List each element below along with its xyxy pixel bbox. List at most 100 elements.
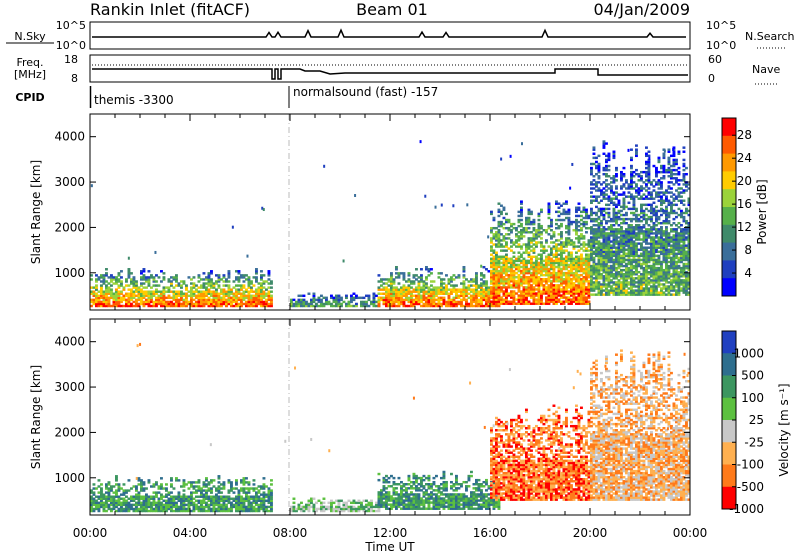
data-cell — [622, 264, 626, 268]
data-cell — [677, 266, 681, 270]
data-cell — [140, 481, 143, 484]
data-cell — [175, 304, 178, 308]
data-cell — [552, 267, 556, 271]
data-cell — [305, 304, 308, 308]
data-cell — [627, 226, 631, 229]
data-cell — [517, 210, 521, 214]
data-cell — [652, 197, 656, 200]
data-cell — [212, 302, 216, 306]
data-cell — [497, 243, 501, 246]
data-cell — [92, 483, 96, 486]
data-cell — [672, 240, 676, 243]
data-cell — [640, 232, 643, 235]
data-cell — [415, 286, 418, 289]
data-cell — [490, 265, 493, 269]
data-cell — [635, 224, 638, 227]
data-cell — [132, 300, 136, 304]
data-cell — [492, 284, 496, 287]
data-cell — [660, 264, 663, 268]
data-cell — [137, 507, 141, 511]
data-cell — [655, 270, 658, 274]
data-cell — [525, 263, 528, 267]
data-cell — [650, 256, 653, 260]
data-cell — [425, 290, 428, 293]
data-cell — [487, 288, 491, 291]
data-cell — [577, 269, 581, 273]
data-cell — [635, 172, 638, 176]
data-cell — [622, 238, 626, 241]
data-cell — [517, 220, 521, 224]
data-cell — [97, 495, 101, 498]
colorbar-swatch — [722, 278, 736, 297]
data-cell — [260, 284, 263, 287]
data-cell — [532, 243, 536, 246]
data-cell — [585, 275, 588, 279]
data-cell — [110, 274, 113, 277]
data-cell — [217, 294, 221, 298]
data-cell — [147, 292, 151, 295]
data-cell — [505, 290, 508, 293]
data-cell — [560, 245, 563, 248]
data-cell — [412, 300, 416, 304]
data-cell — [660, 252, 663, 256]
data-cell — [612, 260, 616, 264]
data-cell — [260, 290, 263, 293]
data-cell — [397, 296, 401, 300]
data-cell — [595, 293, 598, 296]
data-cell — [585, 222, 588, 226]
data-cell — [482, 288, 486, 291]
data-cell — [630, 266, 633, 270]
data-cell — [515, 280, 518, 283]
data-cell — [595, 248, 598, 251]
data-cell — [625, 262, 628, 266]
data-cell — [235, 300, 238, 304]
data-cell — [175, 290, 178, 293]
data-cell — [520, 233, 523, 236]
data-cell — [225, 290, 228, 293]
data-cell — [580, 253, 583, 256]
data-cell — [480, 274, 483, 277]
data-cell — [240, 304, 243, 308]
data-cell — [630, 293, 633, 296]
data-cell — [407, 274, 411, 277]
data-cell — [585, 208, 588, 212]
data-cell — [172, 290, 176, 293]
data-cell — [495, 237, 498, 240]
data-cell — [652, 209, 656, 213]
data-cell — [642, 246, 646, 249]
data-cell — [397, 282, 401, 285]
data-cell — [110, 495, 113, 498]
data-cell — [662, 211, 666, 215]
data-cell — [262, 208, 265, 212]
data-cell — [202, 294, 206, 298]
data-cell — [140, 288, 143, 291]
data-cell — [537, 265, 541, 269]
data-cell — [675, 277, 678, 280]
data-cell — [585, 253, 588, 256]
data-cell — [552, 253, 556, 256]
data-cell — [145, 497, 148, 500]
data-cell — [567, 280, 571, 283]
cpid-panel: CPID themis -3300 normalsound (fast) -15… — [15, 85, 438, 108]
data-cell — [107, 487, 111, 490]
data-cell — [487, 302, 491, 306]
data-cell — [397, 300, 401, 304]
data-cell — [625, 281, 628, 284]
data-cell — [242, 302, 246, 306]
data-cell — [142, 302, 146, 306]
data-cell — [252, 300, 256, 304]
data-cell — [670, 262, 673, 266]
data-cell — [637, 191, 641, 194]
data-cell — [232, 298, 236, 302]
data-cell — [180, 290, 183, 293]
data-cell — [610, 250, 613, 254]
data-cell — [290, 298, 293, 302]
data-cell — [617, 262, 621, 266]
data-cell — [115, 280, 118, 283]
data-cell — [520, 261, 523, 265]
data-cell — [127, 302, 131, 306]
data-cell — [570, 284, 573, 287]
data-cell — [595, 181, 598, 184]
data-cell — [670, 230, 673, 233]
data-cell — [475, 284, 478, 287]
